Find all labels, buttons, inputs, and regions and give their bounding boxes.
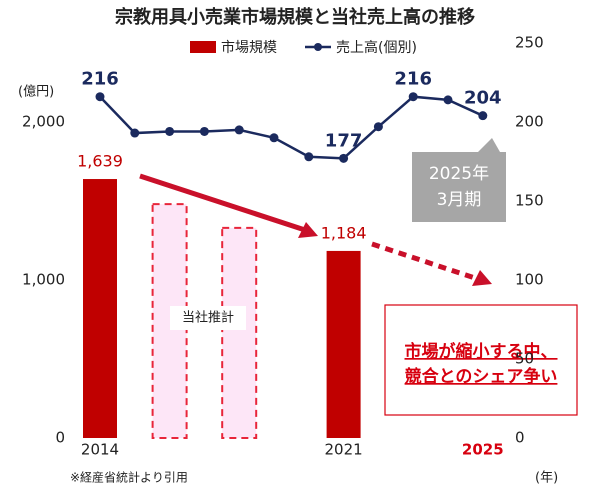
legend-swatch [314, 43, 322, 51]
y2-tick-label: 200 [515, 113, 544, 131]
y2-tick-label: 150 [515, 192, 544, 210]
message-text: 市場が縮小する中、 [405, 341, 558, 362]
arrow-head [298, 222, 318, 238]
message-box [384, 304, 578, 416]
chart-title: 宗教用具小売業市場規模と当社売上高の推移 [115, 6, 475, 28]
x-tick-label: 2025 [462, 441, 504, 459]
y-tick-label: 2,000 [22, 113, 65, 131]
data-label: 1,184 [321, 223, 367, 242]
forecast-arrow [371, 241, 479, 282]
arrow-head [472, 270, 492, 286]
line-point [130, 128, 140, 138]
y2-tick-label: 0 [515, 429, 525, 447]
line-point [269, 133, 279, 143]
trend-arrow [139, 173, 306, 233]
bar [83, 179, 117, 438]
x-tick-label: 2021 [325, 441, 363, 459]
line-point [234, 125, 244, 135]
y2-tick-label: 100 [515, 271, 544, 289]
line [99, 95, 484, 160]
data-label: 216 [394, 69, 432, 90]
callout-text: 2025年 [429, 164, 489, 184]
line-point [339, 153, 349, 163]
line-point [165, 126, 175, 136]
callout-text: 3月期 [437, 190, 482, 210]
line-point [443, 95, 453, 105]
callout-box [412, 152, 506, 222]
y2-tick-label: 50 [515, 350, 534, 368]
estimate-label: 当社推計 [182, 310, 234, 326]
line-point [478, 111, 488, 121]
bar [221, 226, 258, 439]
estimate-label-bg [170, 306, 246, 330]
y-tick-label: 0 [55, 429, 65, 447]
y-axis-label: (億円) [18, 84, 54, 100]
y2-tick-label: 250 [515, 34, 544, 52]
legend-label: 売上高(個別) [336, 39, 417, 56]
data-label: 177 [325, 130, 363, 151]
y-tick-label: 1,000 [22, 271, 65, 289]
callout-pointer [478, 138, 500, 152]
data-label: 204 [464, 88, 502, 109]
legend-swatch [190, 41, 216, 53]
line-point [408, 92, 418, 102]
data-label: 216 [81, 69, 119, 90]
line-point [304, 152, 314, 162]
line-point [199, 126, 209, 136]
line-point [373, 122, 383, 132]
message-text: 競合とのシェア争い [405, 366, 558, 387]
line-point [95, 92, 105, 102]
legend-label: 市場規模 [221, 39, 277, 56]
bar [326, 250, 361, 438]
data-label: 1,639 [77, 152, 123, 171]
x-axis-label: (年) [535, 471, 558, 486]
x-tick-label: 2014 [81, 441, 119, 459]
source-note: ※経産省統計より引用 [70, 470, 188, 485]
